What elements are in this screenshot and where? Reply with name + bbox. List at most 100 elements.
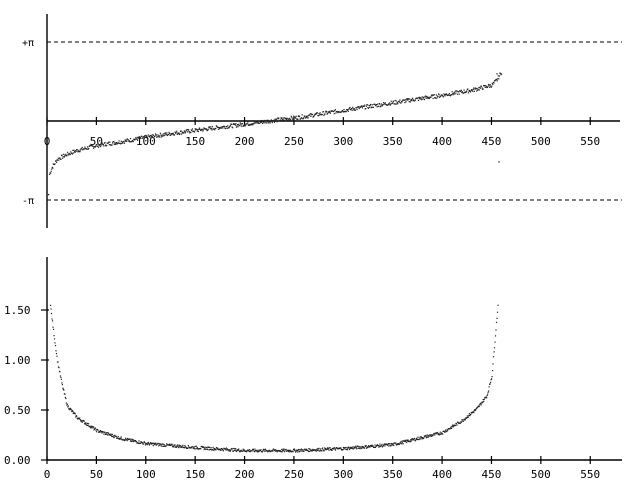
amplitude-point <box>368 445 370 447</box>
amplitude-point <box>450 426 452 428</box>
phase-point <box>256 122 258 124</box>
phase-point <box>393 103 396 105</box>
phase-point <box>419 96 421 99</box>
phase-point <box>235 123 237 125</box>
amplitude-point <box>179 445 182 447</box>
amplitude-x-tick-label: 400 <box>432 468 452 481</box>
phase-point <box>292 118 294 120</box>
phase-point <box>423 97 425 99</box>
amplitude-point <box>420 436 423 438</box>
phase-point <box>468 89 471 92</box>
phase-point <box>125 140 127 142</box>
amplitude-point <box>147 442 149 444</box>
amplitude-point <box>407 440 409 442</box>
amplitude-point <box>109 434 111 436</box>
phase-point <box>164 134 166 136</box>
phase-point <box>147 134 150 136</box>
amplitude-point <box>234 448 236 450</box>
amplitude-point <box>492 356 495 358</box>
amplitude-point <box>113 436 115 438</box>
amplitude-point <box>71 409 73 412</box>
phase-point <box>489 86 491 88</box>
amplitude-point <box>328 449 330 451</box>
amplitude-point <box>160 445 162 447</box>
phase-point <box>125 139 127 141</box>
amplitude-point <box>84 422 86 424</box>
phase-point <box>166 132 168 134</box>
amplitude-point <box>215 449 217 451</box>
phase-point <box>477 89 479 91</box>
phase-point <box>100 145 102 148</box>
phase-point <box>449 95 452 97</box>
phase-point <box>292 115 295 117</box>
phase-point <box>113 143 115 145</box>
amplitude-point <box>66 404 68 406</box>
amplitude-point <box>426 434 428 436</box>
phase-point <box>277 117 279 119</box>
amplitude-point <box>485 397 487 399</box>
phase-point <box>470 89 472 92</box>
amplitude-point <box>219 448 221 450</box>
amplitude-point <box>87 423 90 425</box>
amplitude-point <box>112 435 114 437</box>
amplitude-point <box>478 405 480 407</box>
amplitude-point <box>56 355 58 357</box>
phase-point <box>368 104 370 106</box>
amplitude-point <box>421 438 423 440</box>
phase-point <box>195 129 197 131</box>
amplitude-point <box>76 415 78 417</box>
phase-point <box>442 95 444 97</box>
phase-point <box>216 125 218 128</box>
phase-point <box>169 132 171 135</box>
amplitude-point <box>90 425 92 427</box>
phase-point <box>426 97 428 99</box>
amplitude-point <box>489 381 492 383</box>
amplitude-point <box>175 445 177 448</box>
phase-point <box>221 126 223 128</box>
amplitude-point <box>311 450 313 452</box>
phase-point <box>147 138 149 140</box>
amplitude-point <box>236 450 238 452</box>
phase-point <box>183 130 185 132</box>
amplitude-point <box>84 423 86 425</box>
phase-point <box>342 111 345 113</box>
phase-point <box>181 131 183 133</box>
amplitude-point <box>404 440 406 442</box>
amplitude-point <box>296 449 298 451</box>
amplitude-point <box>92 426 95 428</box>
amplitude-point <box>169 444 172 446</box>
phase-point <box>66 155 68 157</box>
phase-point <box>395 103 397 105</box>
amplitude-point <box>362 445 364 448</box>
amplitude-point <box>177 445 179 447</box>
amplitude-point <box>53 338 56 340</box>
phase-point <box>345 110 347 113</box>
amplitude-point <box>390 443 392 445</box>
amplitude-point <box>382 444 385 447</box>
phase-point <box>99 144 101 146</box>
phase-point <box>372 106 374 108</box>
amplitude-point <box>69 408 71 411</box>
amplitude-point <box>109 434 111 436</box>
phase-point <box>499 72 502 74</box>
amplitude-point <box>192 446 194 448</box>
amplitude-point <box>92 427 94 429</box>
phase-point <box>120 140 122 142</box>
phase-point <box>211 126 214 128</box>
phase-point <box>115 141 117 144</box>
phase-point <box>337 112 339 114</box>
phase-point <box>346 108 348 111</box>
phase-point <box>232 123 234 125</box>
amplitude-point <box>331 449 333 451</box>
amplitude-point <box>375 445 378 447</box>
phase-point <box>299 118 302 120</box>
phase-point <box>69 153 71 156</box>
phase-point <box>266 122 268 124</box>
phase-point <box>433 93 435 96</box>
phase-point <box>139 136 141 139</box>
phase-point <box>456 93 459 95</box>
phase-point <box>475 90 478 92</box>
phase-point <box>365 107 367 110</box>
amplitude-point <box>330 448 333 450</box>
